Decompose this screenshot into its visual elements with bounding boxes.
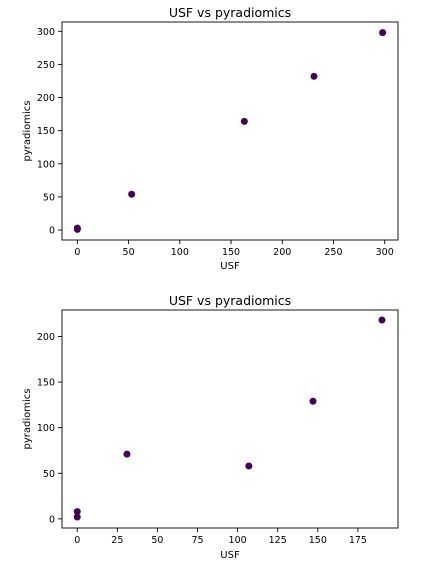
chart-2-y-axis-label: pyradiomics [22,389,33,450]
chart-2-y-tick-label: 50 [43,469,55,480]
chart-2-x-tick-label: 125 [269,535,287,546]
chart-1-y-tick-label: 150 [37,126,55,137]
chart-1-y-tick-label: 100 [37,159,55,170]
chart-1-data-point [310,72,318,80]
chart-2-x-axis-label: USF [220,550,240,561]
chart-1-x-tick-label: 250 [324,247,342,258]
chart-1-y-tick-label: 200 [37,93,55,104]
chart-2-data-point [123,450,131,458]
chart-1-x-tick-label: 0 [74,247,80,258]
chart-1-y-tick-label: 0 [49,226,55,237]
chart-2-y-tick-label: 0 [49,514,55,525]
chart-2-x-ticks: 0 25 50 75 100 125 150 175 [74,528,367,546]
chart-2-x-tick-label: 50 [151,535,163,546]
chart-2-y-tick-label: 200 [37,332,55,343]
chart-2: USF vs pyradiomics USF pyradiomics 0 25 50… [22,293,399,561]
chart-2-data-point [245,462,253,470]
chart-1-y-tick-label: 250 [37,60,55,71]
chart-2-points [73,316,386,521]
chart-2-data-point [309,397,317,405]
chart-2-data-point [73,508,81,516]
chart-1-x-tick-label: 100 [171,247,189,258]
chart-2-x-tick-label: 75 [191,535,203,546]
chart-2-x-tick-label: 175 [349,535,367,546]
chart-1-data-point [73,225,81,233]
chart-2-y-tick-label: 150 [37,378,55,389]
chart-1-x-tick-label: 300 [376,247,394,258]
chart-1-data-point [240,117,248,125]
chart-1-x-axis-label: USF [220,261,240,272]
chart-1-x-ticks: 0 50 100 150 200 250 300 [74,240,394,258]
chart-1-data-point [379,29,387,37]
chart-2-y-tick-label: 100 [37,423,55,434]
chart-2-x-tick-label: 0 [74,535,80,546]
chart-1-y-axis-label: pyradiomics [22,101,33,162]
chart-1-points [73,29,387,233]
chart-2-plot-area [61,309,399,529]
chart-1-data-point [128,190,136,198]
chart-1-y-tick-label: 50 [43,192,55,203]
chart-2-x-tick-label: 150 [309,535,327,546]
chart-1-y-ticks: 0 50 100 150 200 250 300 [37,27,62,237]
chart-1-y-tick-label: 300 [37,27,55,38]
chart-1-title: USF vs pyradiomics [169,5,291,20]
chart-2-y-ticks: 0 50 100 150 200 [37,332,62,525]
chart-1-x-tick-label: 50 [123,247,135,258]
chart-1-x-tick-label: 150 [222,247,240,258]
chart-2-x-tick-label: 100 [229,535,247,546]
chart-2-x-tick-label: 25 [111,535,123,546]
chart-2-data-point [73,513,81,521]
chart-2-data-point [378,316,386,324]
chart-1-x-tick-label: 200 [273,247,291,258]
chart-2-title: USF vs pyradiomics [169,293,291,308]
chart-1: USF vs pyradiomics USF pyradiomics 0 50 10… [22,5,399,272]
